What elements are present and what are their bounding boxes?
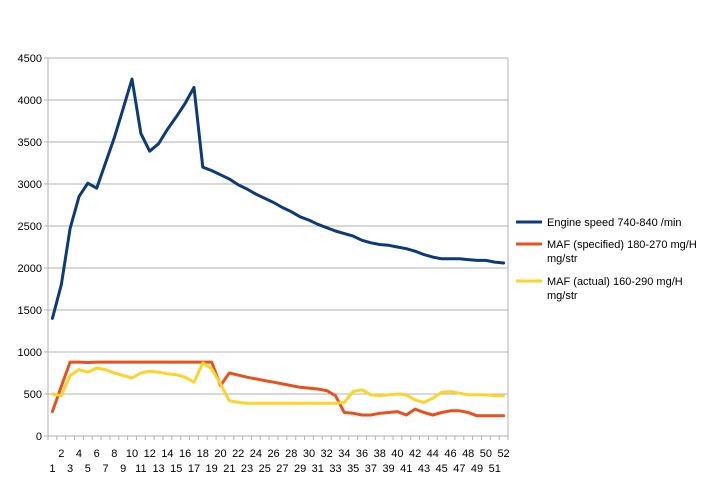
y-tick-label: 500 bbox=[24, 389, 42, 401]
x-axis-ticks: 1234567891011121314151617181920212223242… bbox=[49, 448, 509, 475]
x-tick-label: 28 bbox=[285, 448, 297, 460]
x-tick-label: 23 bbox=[241, 463, 253, 475]
legend-label-2: MAF (specified) 180-270 mg/H bbox=[547, 239, 697, 251]
x-tick-label: 22 bbox=[232, 448, 244, 460]
x-tick-label: 40 bbox=[391, 448, 403, 460]
x-tick-label: 30 bbox=[303, 448, 315, 460]
x-tick-label: 26 bbox=[267, 448, 279, 460]
x-tick-label: 50 bbox=[480, 448, 492, 460]
y-tick-label: 2000 bbox=[18, 263, 42, 275]
x-tick-label: 8 bbox=[111, 448, 117, 460]
x-tick-label: 36 bbox=[356, 448, 368, 460]
x-tick-label: 39 bbox=[382, 463, 394, 475]
x-tick-label: 33 bbox=[329, 463, 341, 475]
legend-label-3: MAF (actual) 160-290 mg/H bbox=[547, 276, 683, 288]
x-tick-label: 7 bbox=[102, 463, 108, 475]
x-tick-label: 35 bbox=[347, 463, 359, 475]
x-tick-label: 27 bbox=[276, 463, 288, 475]
x-tick-label: 29 bbox=[294, 463, 306, 475]
x-tick-label: 6 bbox=[94, 448, 100, 460]
x-tick-label: 3 bbox=[67, 463, 73, 475]
x-tick-label: 21 bbox=[223, 463, 235, 475]
x-tick-label: 31 bbox=[312, 463, 324, 475]
x-tick-label: 41 bbox=[400, 463, 412, 475]
series-line-2 bbox=[50, 360, 506, 418]
x-tick-label: 15 bbox=[170, 463, 182, 475]
x-tick-label: 19 bbox=[206, 463, 218, 475]
y-tick-label: 4500 bbox=[18, 53, 42, 65]
series-lines bbox=[50, 77, 506, 418]
x-tick-label: 43 bbox=[418, 463, 430, 475]
x-tick-label: 24 bbox=[250, 448, 262, 460]
y-tick-label: 2500 bbox=[18, 221, 42, 233]
x-tick-label: 14 bbox=[161, 448, 173, 460]
x-tick-label: 52 bbox=[497, 448, 509, 460]
y-tick-label: 4000 bbox=[18, 95, 42, 107]
y-tick-label: 0 bbox=[36, 431, 42, 443]
x-tick-label: 10 bbox=[126, 448, 138, 460]
x-tick-label: 49 bbox=[471, 463, 483, 475]
grid bbox=[48, 57, 508, 395]
x-tick-label: 51 bbox=[489, 463, 501, 475]
x-tick-label: 13 bbox=[152, 463, 164, 475]
y-axis-ticks: 0 500 1000 1500 2000 2500 3000 3500 4000 4500 bbox=[18, 53, 42, 443]
x-tick-label: 47 bbox=[453, 463, 465, 475]
series-line-3 bbox=[50, 361, 506, 405]
x-tick-label: 48 bbox=[462, 448, 474, 460]
axes bbox=[44, 57, 509, 440]
x-tick-label: 42 bbox=[409, 448, 421, 460]
x-tick-label: 32 bbox=[321, 448, 333, 460]
x-tick-label: 1 bbox=[49, 463, 55, 475]
y-tick-label: 1000 bbox=[18, 347, 42, 359]
x-tick-label: 37 bbox=[365, 463, 377, 475]
x-tick-label: 4 bbox=[76, 448, 82, 460]
legend-label-1: Engine speed 740-840 /min bbox=[547, 217, 682, 229]
x-tick-label: 17 bbox=[188, 463, 200, 475]
x-tick-label: 34 bbox=[338, 448, 350, 460]
x-tick-label: 20 bbox=[214, 448, 226, 460]
legend-label-2-line2: mg/str bbox=[547, 253, 578, 265]
x-tick-label: 44 bbox=[427, 448, 439, 460]
x-tick-label: 12 bbox=[144, 448, 156, 460]
x-tick-label: 18 bbox=[197, 448, 209, 460]
legend: Engine speed 740-840 /min MAF (specified)… bbox=[516, 217, 697, 302]
series-line-1 bbox=[50, 77, 506, 320]
x-tick-label: 5 bbox=[85, 463, 91, 475]
y-tick-label: 3500 bbox=[18, 137, 42, 149]
x-tick-label: 38 bbox=[374, 448, 386, 460]
x-tick-label: 9 bbox=[120, 463, 126, 475]
x-tick-label: 45 bbox=[436, 463, 448, 475]
x-tick-label: 25 bbox=[259, 463, 271, 475]
legend-label-3-line2: mg/str bbox=[547, 290, 578, 302]
y-tick-label: 1500 bbox=[18, 305, 42, 317]
x-tick-label: 2 bbox=[58, 448, 64, 460]
y-tick-label: 3000 bbox=[18, 179, 42, 191]
x-tick-label: 11 bbox=[135, 463, 146, 475]
x-tick-label: 16 bbox=[179, 448, 191, 460]
x-tick-label: 46 bbox=[444, 448, 456, 460]
